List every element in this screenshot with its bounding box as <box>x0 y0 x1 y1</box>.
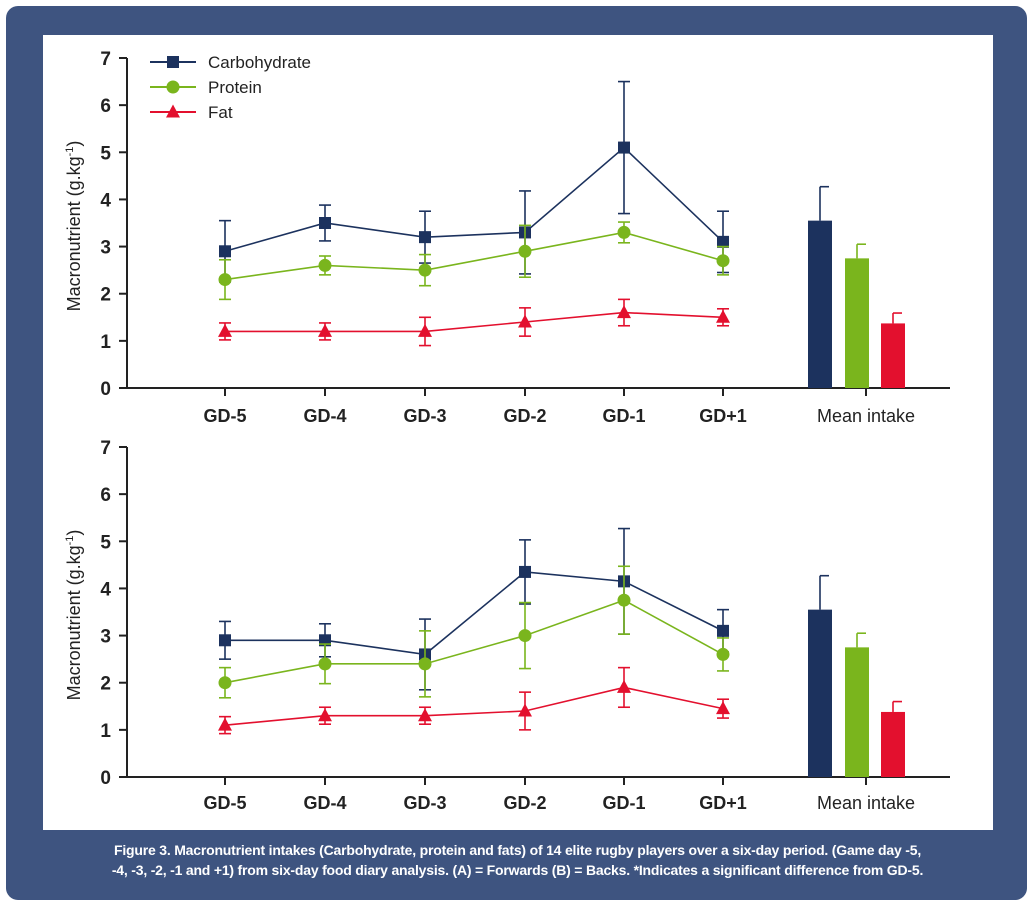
y-tick-label: 3 <box>100 627 111 648</box>
data-point <box>617 225 631 239</box>
x-tick-label: GD+1 <box>699 406 747 426</box>
x-tick-label: GD+1 <box>699 793 747 813</box>
y-tick-label: 5 <box>100 532 111 553</box>
y-tick-label: 7 <box>100 438 111 459</box>
x-tick-label: GD-2 <box>503 793 546 813</box>
data-point <box>419 231 431 244</box>
data-point <box>319 217 331 229</box>
series-carbohydrate <box>219 527 729 691</box>
y-tick-label: 0 <box>100 768 111 789</box>
data-point <box>519 565 531 578</box>
figure-caption: Figure 3. Macronutrient intakes (Carbohy… <box>20 840 1015 880</box>
series-line <box>224 231 724 281</box>
series-fat <box>218 298 730 347</box>
series-carbohydrate <box>219 80 729 283</box>
legend-label: Fat <box>208 103 233 122</box>
data-point <box>218 717 232 731</box>
data-point <box>219 634 231 647</box>
mean-bar-protein <box>845 647 869 777</box>
series-line <box>224 146 724 253</box>
data-point <box>219 245 231 258</box>
y-tick-label: 3 <box>100 238 111 259</box>
data-point <box>716 701 730 715</box>
x-tick-label: GD-5 <box>203 793 246 813</box>
data-point <box>617 593 631 607</box>
y-axis-label: Macronutrient (g.kg-1) <box>64 530 84 701</box>
series-fat <box>218 666 730 735</box>
data-point <box>717 624 729 637</box>
y-tick-label: 2 <box>100 285 111 306</box>
y-tick-label: 7 <box>100 49 111 70</box>
y-tick-label: 5 <box>100 143 111 164</box>
y-axis-label: Macronutrient (g.kg-1) <box>64 141 84 312</box>
series-protein <box>218 565 730 699</box>
legend-label: Protein <box>208 78 262 97</box>
x-tick-label: GD-1 <box>602 406 645 426</box>
y-tick-label: 0 <box>100 379 111 400</box>
data-point <box>218 323 232 337</box>
legend: Carbohydrate Protein Fat <box>150 53 311 122</box>
data-point <box>518 244 532 258</box>
data-point <box>418 323 432 337</box>
caption-line-2: -4, -3, -2, -1 and +1) from six-day food… <box>111 862 924 878</box>
x-tick-label: GD-5 <box>203 406 246 426</box>
mean-bar-carbohydrate <box>808 609 832 777</box>
data-point <box>518 703 532 717</box>
mean-intake-label: Mean intake <box>817 793 915 813</box>
mean-bar-fat <box>881 323 905 388</box>
chart-panel-B: 0 1 2 3 4 5 6 7 Macronutrient (g.kg-1) GD-5 GD-4 GD… <box>64 438 950 813</box>
data-point <box>617 679 631 693</box>
data-point <box>716 647 730 661</box>
data-point <box>318 258 332 272</box>
data-point <box>218 676 232 690</box>
data-point <box>318 323 332 337</box>
y-tick-label: 6 <box>100 96 111 117</box>
y-tick-label: 4 <box>100 190 111 211</box>
mean-bar-fat <box>881 711 905 777</box>
x-tick-label: GD-4 <box>303 793 346 813</box>
x-tick-label: GD-3 <box>403 793 446 813</box>
data-point <box>716 309 730 323</box>
caption-line-1: Figure 3. Macronutrient intakes (Carbohy… <box>113 842 922 858</box>
mean-bar-carbohydrate <box>808 220 832 388</box>
legend-marker-protein <box>166 80 180 94</box>
data-point <box>717 235 729 248</box>
data-point <box>218 273 232 287</box>
data-point <box>518 314 532 328</box>
data-point <box>418 263 432 277</box>
data-point <box>318 708 332 722</box>
series-line <box>225 571 724 656</box>
mean-bar-protein <box>845 258 869 388</box>
legend-marker-fat <box>166 104 180 118</box>
data-point <box>518 629 532 643</box>
y-tick-label: 1 <box>100 332 111 353</box>
data-point <box>618 141 630 154</box>
figure-panel <box>43 35 993 830</box>
x-tick-label: GD-4 <box>303 406 346 426</box>
x-tick-label: GD-1 <box>602 793 645 813</box>
y-tick-label: 6 <box>100 485 111 506</box>
data-point <box>716 254 730 268</box>
data-point <box>617 305 631 319</box>
series-line <box>225 311 724 333</box>
data-point <box>418 708 432 722</box>
series-protein <box>218 221 730 301</box>
series-line <box>224 686 724 726</box>
x-tick-label: GD-2 <box>503 406 546 426</box>
y-tick-label: 1 <box>100 721 111 742</box>
y-tick-label: 4 <box>100 579 111 600</box>
data-point <box>318 657 332 671</box>
y-tick-label: 2 <box>100 674 111 695</box>
legend-marker-carbohydrate <box>167 56 179 68</box>
legend-label: Carbohydrate <box>208 53 311 72</box>
chart-panel-A: 0 1 2 3 4 5 6 7 Macronutrient (g.kg-1) GD-5 GD-4 GD… <box>64 49 950 426</box>
x-tick-label: GD-3 <box>403 406 446 426</box>
data-point <box>418 657 432 671</box>
mean-intake-label: Mean intake <box>817 406 915 426</box>
series-line <box>224 599 724 684</box>
